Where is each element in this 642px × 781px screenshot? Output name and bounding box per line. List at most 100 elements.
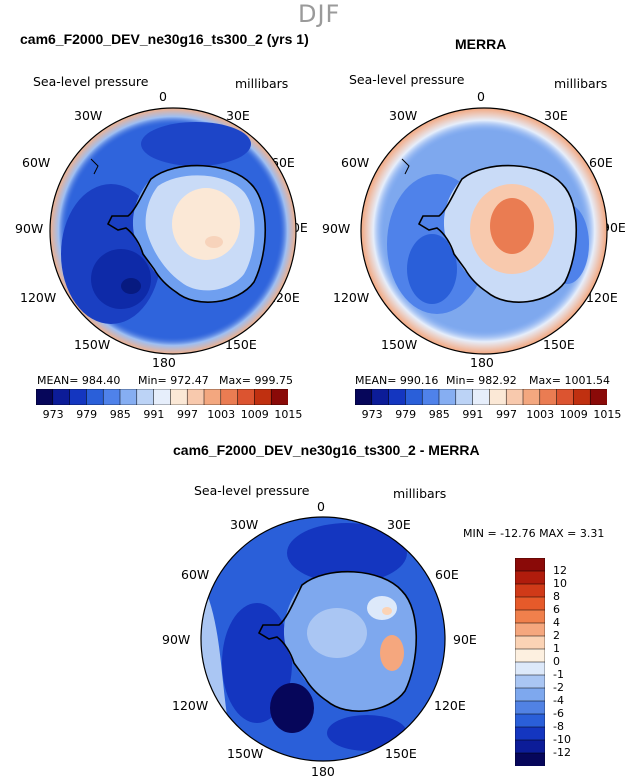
panel2-lon-150e: 150E bbox=[543, 337, 575, 352]
panel1-lon-150w: 150W bbox=[74, 337, 111, 352]
panel1-lon-180: 180 bbox=[152, 355, 176, 370]
panel2-colorbar bbox=[355, 389, 607, 405]
colorbar-tick-label: 973 bbox=[361, 408, 383, 421]
panel1-lon-120w: 120W bbox=[20, 290, 57, 305]
panel1-max: Max= 999.75 bbox=[219, 374, 293, 387]
colorbar-swatch bbox=[69, 389, 87, 405]
colorbar-swatch bbox=[515, 609, 545, 624]
colorbar-tick-label: 997 bbox=[496, 408, 517, 421]
panel3-lon-150e: 150E bbox=[385, 746, 417, 761]
panel2-lon-90e: 90E bbox=[602, 220, 626, 235]
panel1-lon-30w: 30W bbox=[74, 108, 103, 123]
difference-slp-polar-map bbox=[200, 516, 446, 762]
diff-panel-title: cam6_F2000_DEV_ne30g16_ts300_2 - MERRA bbox=[173, 442, 480, 458]
colorbar-swatch bbox=[455, 389, 474, 405]
panel1-colorbar bbox=[36, 389, 288, 405]
panel2-lon-30e: 30E bbox=[544, 108, 568, 123]
merra-panel-title: MERRA bbox=[455, 36, 507, 52]
colorbar-swatch bbox=[388, 389, 406, 405]
colorbar-tick-label: -4 bbox=[553, 694, 564, 707]
colorbar-tick-label: 10 bbox=[553, 577, 567, 590]
panel3-lon-60w: 60W bbox=[181, 567, 210, 582]
colorbar-tick-label: 973 bbox=[42, 408, 64, 421]
panel2-mean: MEAN= 990.16 bbox=[355, 374, 439, 387]
colorbar-tick-label: 12 bbox=[553, 564, 567, 577]
colorbar-swatch bbox=[86, 389, 104, 405]
model-panel-title: cam6_F2000_DEV_ne30g16_ts300_2 (yrs 1) bbox=[20, 31, 309, 47]
colorbar-tick-label: 6 bbox=[553, 603, 560, 616]
colorbar-swatch bbox=[589, 389, 607, 405]
panel3-lon-30e: 30E bbox=[387, 517, 411, 532]
colorbar-swatch bbox=[515, 687, 545, 702]
model-slp-polar-map bbox=[49, 107, 297, 355]
panel2-lon-60e: 60E bbox=[589, 155, 613, 170]
panel1-lon-60w: 60W bbox=[22, 155, 51, 170]
panel3-lon-120e: 120E bbox=[434, 698, 466, 713]
colorbar-swatch bbox=[515, 674, 545, 689]
colorbar-swatch bbox=[371, 389, 390, 405]
colorbar-tick-label: 1 bbox=[553, 642, 560, 655]
panel3-lon-120w: 120W bbox=[172, 698, 209, 713]
panel2-lon-0: 0 bbox=[477, 89, 485, 104]
colorbar-swatch bbox=[186, 389, 205, 405]
panel2-units-label: millibars bbox=[554, 76, 608, 91]
colorbar-swatch bbox=[52, 389, 71, 405]
colorbar-tick-label: 985 bbox=[428, 408, 450, 421]
colorbar-swatch bbox=[505, 389, 524, 405]
colorbar-swatch bbox=[515, 635, 545, 650]
panel2-lon-90w: 90W bbox=[322, 221, 351, 236]
panel2-lon-150w: 150W bbox=[381, 337, 418, 352]
colorbar-swatch bbox=[254, 389, 272, 405]
panel1-lon-30e: 30E bbox=[226, 108, 250, 123]
colorbar-swatch bbox=[438, 389, 457, 405]
colorbar-swatch bbox=[136, 389, 155, 405]
colorbar-swatch bbox=[515, 596, 545, 611]
colorbar-tick-label: 1003 bbox=[207, 408, 236, 421]
colorbar-tick-label: 991 bbox=[462, 408, 484, 421]
colorbar-tick-label: -8 bbox=[553, 720, 564, 733]
panel3-units-label: millibars bbox=[393, 486, 447, 501]
panel1-min: Min= 972.47 bbox=[138, 374, 209, 387]
colorbar-swatch bbox=[36, 389, 54, 405]
colorbar-tick-label: 4 bbox=[553, 616, 560, 629]
colorbar-swatch bbox=[515, 648, 545, 663]
colorbar-tick-label: 8 bbox=[553, 590, 560, 603]
colorbar-swatch bbox=[515, 558, 545, 572]
colorbar-tick-label: 2 bbox=[553, 629, 560, 642]
panel1-mean: MEAN= 984.40 bbox=[37, 374, 121, 387]
panel2-min: Min= 982.92 bbox=[446, 374, 517, 387]
panel1-units-label: millibars bbox=[235, 76, 289, 91]
colorbar-swatch bbox=[170, 389, 188, 405]
colorbar-swatch bbox=[515, 752, 545, 766]
panel3-variable-label: Sea-level pressure bbox=[194, 483, 310, 498]
colorbar-swatch bbox=[515, 700, 545, 715]
colorbar-swatch bbox=[102, 389, 121, 405]
panel3-colorbar bbox=[515, 558, 545, 766]
panel1-variable-label: Sea-level pressure bbox=[33, 74, 149, 89]
colorbar-tick-label: 979 bbox=[76, 408, 98, 421]
colorbar-tick-label: 0 bbox=[553, 655, 560, 668]
panel3-lon-180: 180 bbox=[311, 764, 335, 779]
panel2-variable-label: Sea-level pressure bbox=[349, 72, 465, 87]
colorbar-tick-label: 1015 bbox=[274, 408, 303, 421]
colorbar-tick-label: -2 bbox=[553, 681, 564, 694]
colorbar-swatch bbox=[573, 389, 591, 405]
colorbar-tick-label: 985 bbox=[109, 408, 131, 421]
panel3-lon-0: 0 bbox=[317, 499, 325, 514]
colorbar-swatch bbox=[515, 739, 545, 754]
panel1-lon-90w: 90W bbox=[15, 221, 44, 236]
panel3-lon-150w: 150W bbox=[227, 746, 264, 761]
panel3-lon-30w: 30W bbox=[230, 517, 259, 532]
panel2-lon-120w: 120W bbox=[333, 290, 370, 305]
panel3-lon-90e: 90E bbox=[453, 632, 477, 647]
colorbar-tick-label: 1003 bbox=[526, 408, 555, 421]
colorbar-swatch bbox=[489, 389, 507, 405]
colorbar-swatch bbox=[119, 389, 138, 405]
colorbar-swatch bbox=[515, 726, 545, 741]
colorbar-tick-label: 991 bbox=[143, 408, 165, 421]
colorbar-swatch bbox=[270, 389, 288, 405]
colorbar-swatch bbox=[203, 389, 222, 405]
colorbar-swatch bbox=[153, 389, 171, 405]
colorbar-swatch bbox=[539, 389, 558, 405]
colorbar-swatch bbox=[472, 389, 490, 405]
